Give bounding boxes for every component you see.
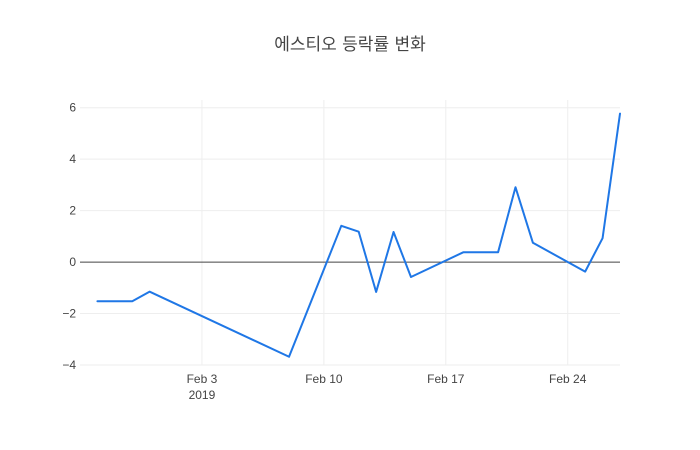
chart-title: 에스티오 등락률 변화	[274, 35, 426, 55]
x-tick-label: Feb 10	[305, 372, 343, 386]
y-tick-label: −2	[62, 307, 76, 321]
y-tick-label: 0	[69, 255, 76, 269]
y-axis: −4 −2 0 2 4 6	[62, 101, 76, 372]
y-tick-label: 2	[69, 204, 76, 218]
y-tick-label: −4	[62, 358, 76, 372]
series-group	[96, 112, 621, 358]
x-tick-sublabel: 2019	[189, 388, 216, 402]
y-tick-label: 4	[69, 152, 76, 166]
x-tick-label: Feb 24	[549, 372, 587, 386]
x-tick-label: Feb 3	[187, 372, 218, 386]
x-axis: Feb 3 2019 Feb 10 Feb 17 Feb 24	[187, 372, 587, 402]
x-tick-label: Feb 17	[427, 372, 465, 386]
y-tick-label: 6	[69, 101, 76, 115]
grid	[80, 100, 620, 366]
series-line	[96, 112, 621, 358]
